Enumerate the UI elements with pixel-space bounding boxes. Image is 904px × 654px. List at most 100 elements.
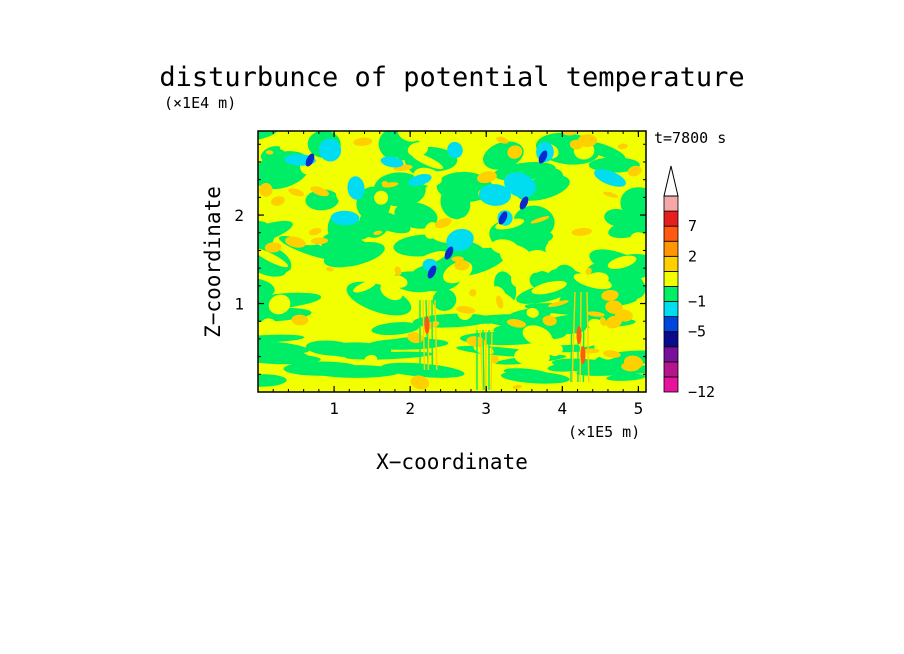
green-band [258,374,287,387]
streak-line [570,291,573,383]
cyan-patch [594,169,626,187]
blue-core [538,150,548,164]
orange-patch [434,217,452,229]
colorbar-extend-arrow [663,165,679,197]
green-band [569,360,619,372]
blue-core [498,211,508,225]
colorbar-segment [663,376,679,393]
streak-line [434,299,438,371]
green-patch [258,131,280,141]
orange-patch [382,182,399,188]
orange-patch [577,134,598,148]
orange-patch [548,300,569,308]
blue-core [305,153,315,167]
orange-patch [615,309,633,322]
x-tick-label: 4 [557,399,567,418]
green-band [486,318,566,330]
orange-patch [326,267,334,272]
cyan-patch [330,210,360,226]
green-band [258,353,321,365]
green-patch [321,233,352,259]
streak-line [479,329,484,391]
cyan-patch [318,138,342,162]
yellow-patch [374,190,389,205]
green-band [500,371,570,384]
x-tick-label: 3 [481,399,491,418]
orange-patch [586,311,605,317]
colorbar-segment [663,270,679,287]
colorbar-segment [663,225,679,242]
yellow-patch [410,152,444,170]
orange-patch [506,318,526,328]
green-patch [305,189,340,211]
yellow-patch [282,268,305,286]
orange-patch [310,186,329,197]
orange-patch [621,362,640,372]
x-tick-label: 5 [634,399,644,418]
orange-patch [585,267,592,276]
yellow-patch [261,318,277,331]
green-band [258,307,312,322]
colorbar-segment [663,346,679,363]
green-patch [432,288,457,311]
yellow-patch [279,138,306,151]
orange-patch [507,145,523,159]
yellow-patch [574,188,594,200]
orange-patch [512,384,522,390]
yellow-patch [397,131,421,142]
green-patch [608,216,646,239]
yellow-patch [318,311,341,336]
orange-patch [490,354,499,364]
yellow-patch [455,216,485,232]
orange-patch [617,143,628,150]
green-patch [394,202,438,229]
yellow-patch [407,142,429,157]
time-label: t=7800 s [654,129,726,147]
orange-patch [394,266,402,276]
x-tick-label: 1 [329,399,339,418]
streak-line [427,299,430,371]
colorbar-segment [663,240,679,257]
contour-field [258,131,646,392]
orange-patch [603,191,619,198]
orange-patch [308,227,322,236]
blue-core [427,265,437,279]
cyan-patch [447,141,463,159]
colorbar-tick-label: 7 [688,217,697,235]
orange-patch [454,260,470,271]
orange-patch [477,171,497,184]
green-patch [440,186,471,220]
cyan-patch [380,156,404,168]
green-band [322,342,392,358]
green-patch [588,157,640,173]
green-band [606,373,646,381]
colorbar-tick-label: −1 [688,293,706,311]
streak-line [490,329,493,391]
green-band [258,340,310,355]
yellow-patch [353,280,377,293]
orange-patch [496,295,504,309]
orange-patch [583,348,600,354]
cyan-patch [479,184,511,206]
green-band [371,322,420,336]
streak-line [586,291,590,383]
orange-patch [264,242,282,253]
colorbar-segment [663,301,679,318]
orange-patch [310,237,329,245]
colorbar-tick-label: −5 [688,323,706,341]
green-band [283,361,359,376]
green-patch [604,208,631,227]
green-band [258,334,305,343]
red-core [580,346,586,364]
yellow-patch [535,335,555,358]
orange-patch [353,137,373,147]
orange-patch [285,236,306,248]
orange-patch [627,165,642,177]
yellow-patch [629,232,646,250]
cyan-patch [347,176,365,200]
orange-patch [410,375,430,390]
yellow-patch [526,307,539,318]
colorbar-segment [663,361,679,378]
